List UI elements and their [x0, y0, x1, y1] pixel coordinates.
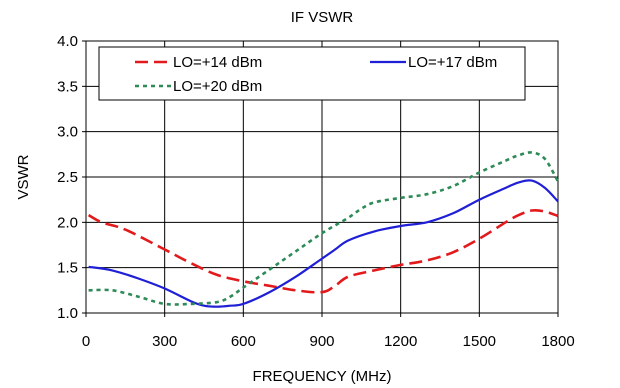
x-tick-label: 1500 [463, 333, 496, 350]
y-tick-label: 4.0 [57, 33, 78, 50]
legend-label-3: LO=+20 dBm [173, 78, 262, 95]
legend: LO=+14 dBm LO=+17 dBm LO=+20 dBm [98, 46, 526, 101]
series-line-3 [88, 151, 560, 306]
y-tick-label: 1.0 [57, 305, 78, 322]
series-line-2 [88, 179, 559, 308]
legend-box [98, 46, 526, 101]
x-tick-label: 600 [231, 333, 256, 350]
y-tick-label: 3.0 [57, 124, 78, 141]
legend-label-2: LO=+17 dBm [408, 54, 497, 71]
x-axis-title: FREQUENCY (MHz) [253, 368, 392, 385]
legend-label-1: LO=+14 dBm [173, 54, 262, 71]
chart-title: IF VSWR [291, 9, 354, 26]
y-axis-title: VSWR [15, 154, 32, 199]
x-tick-label: 1200 [384, 333, 417, 350]
series-layer [87, 151, 560, 308]
x-tick-label: 300 [152, 333, 177, 350]
x-tick-label: 1800 [541, 333, 574, 350]
x-tick-label: 900 [309, 333, 334, 350]
y-tick-label: 1.5 [57, 260, 78, 277]
y-tick-label: 2.0 [57, 214, 78, 231]
y-axis: 1.0 1.5 2.0 2.5 3.0 3.5 4.0 [57, 33, 86, 322]
x-axis: 0 300 600 900 1200 1500 1800 [82, 313, 575, 350]
series-line-1 [87, 208, 559, 294]
y-tick-label: 2.5 [57, 169, 78, 186]
x-tick-label: 0 [82, 333, 90, 350]
y-tick-label: 3.5 [57, 78, 78, 95]
